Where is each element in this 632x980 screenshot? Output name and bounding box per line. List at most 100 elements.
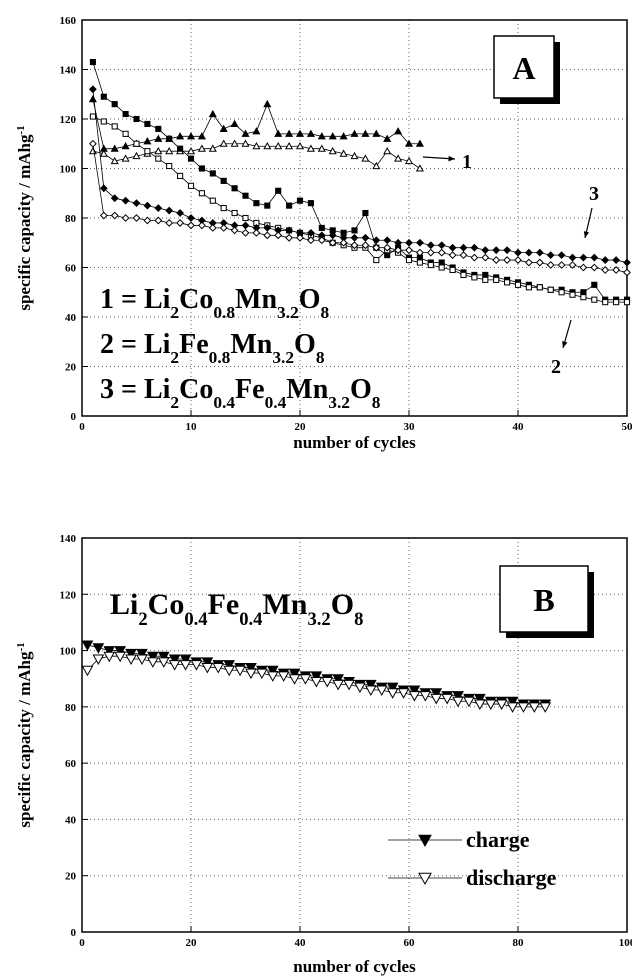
marker [143,137,152,145]
marker [524,248,533,257]
marker [307,200,314,207]
marker [546,251,555,260]
marker [557,261,566,269]
marker [408,685,421,697]
marker [88,94,97,103]
arrow-head [448,155,455,162]
marker [155,125,162,132]
marker [144,120,151,128]
marker [568,261,577,269]
formula-annotation-part: 0.8 [213,303,235,322]
marker [474,699,486,711]
marker [220,205,227,212]
formula-annotation: 2 = Li2Fe0.8Mn3.2O8 [100,329,325,367]
marker [245,662,257,674]
formula-annotation-part: 3.2 [328,393,350,412]
marker [242,214,249,222]
marker [514,256,522,264]
marker [190,660,203,671]
y-axis-title: specific capacity / mAhg-1 [15,642,34,827]
marker [208,223,217,232]
marker [121,154,130,162]
formula-annotation-part: Li [110,588,138,621]
x-tick-label: 10 [186,421,198,433]
marker [394,246,403,255]
marker [405,246,413,255]
marker [580,294,587,301]
marker [143,216,152,225]
marker [459,243,468,252]
formula-annotation-part: O [299,284,321,315]
formula-annotation-part: 2 [170,303,179,322]
marker [295,141,305,150]
marker [253,200,260,207]
marker [219,124,228,132]
marker [132,151,141,160]
marker [241,228,250,237]
plot-frame [81,537,628,933]
marker [165,206,174,215]
marker [111,101,118,108]
legend-label: discharge [466,865,557,890]
marker [317,132,326,140]
marker [114,646,126,657]
marker [438,264,445,271]
marker [506,696,519,708]
series-line [92,143,628,273]
marker [165,146,174,155]
marker [506,702,519,713]
marker [397,688,410,699]
marker [198,165,205,172]
panel-box [499,565,589,633]
marker [328,231,337,240]
marker [252,127,261,135]
formula-annotation-part: Fe [235,374,265,405]
marker [92,643,105,654]
y-axis-title-part: specific capacity / mAhg [15,651,34,828]
y-tick-label: 100 [60,164,77,176]
marker [168,660,181,671]
marker [295,129,305,137]
marker [568,253,577,262]
marker [495,699,508,711]
y-tick-label: 0 [71,411,77,423]
marker [459,251,468,260]
marker [482,276,489,283]
y-tick-label: 120 [60,589,77,601]
marker [350,233,359,242]
formula-annotation-part: 2 [170,393,179,412]
marker [88,146,97,155]
marker [547,286,554,293]
formula-annotation-part: 8 [354,609,363,630]
marker [100,93,107,100]
marker [438,259,445,266]
marker [517,702,530,713]
marker [110,194,119,203]
y-axis-title-part: specific capacity / mAhg [15,134,34,311]
marker [514,248,522,257]
marker [328,132,337,140]
formula-annotation-part: O [294,329,316,360]
marker [263,141,272,150]
marker [103,646,116,657]
marker [332,674,344,685]
marker [602,299,609,306]
marker [449,266,456,274]
marker [452,696,464,708]
y-tick-label: 60 [65,758,77,770]
marker [256,668,268,680]
y-axis-title-part: -1 [15,642,27,651]
x-tick-label: 30 [404,421,416,433]
marker [234,665,246,677]
marker [252,228,261,237]
marker [223,665,235,677]
marker [482,271,489,278]
marker [503,246,512,255]
formula-annotation-part: O [350,374,372,405]
panel-label: A [512,50,535,86]
marker [147,657,159,668]
marker [310,671,323,682]
marker [492,246,501,255]
x-tick-label: 80 [513,937,525,949]
y-axis-title: specific capacity / mAhg-1 [15,125,34,310]
